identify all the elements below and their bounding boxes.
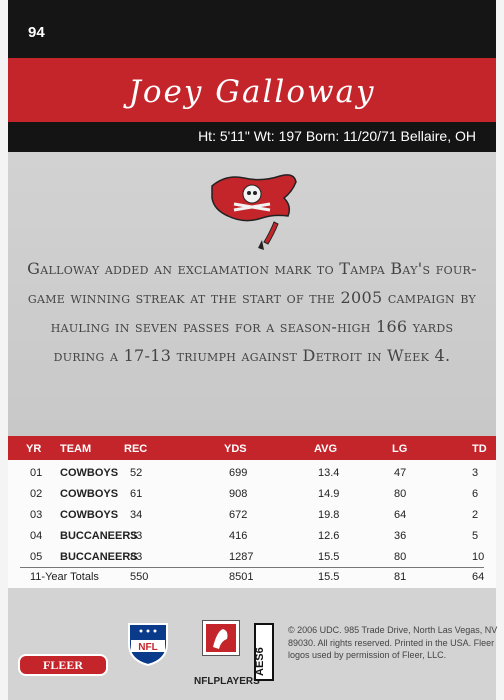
row-1-team: COWBOYS [60,467,119,479]
row-4-yr: 04 [30,530,43,542]
row-3-team: COWBOYS [60,509,119,521]
name-band [8,58,496,122]
row-2-lg: 80 [394,488,407,500]
nflplayers-figure-icon [206,624,236,652]
top-band [8,0,496,58]
row-2-td: 6 [472,488,479,500]
card-border-right [496,0,504,700]
row-5-yr: 05 [30,551,43,563]
row-3-yds: 672 [229,509,248,521]
row-4-lg: 36 [394,530,407,542]
row-2-yds: 908 [229,488,248,500]
row-4-yds: 416 [229,530,248,542]
totals-rec: 550 [130,571,149,583]
row-3-avg: 19.8 [318,509,340,521]
row-4-avg: 12.6 [318,530,340,542]
buccaneers-flag-logo-icon [211,174,297,250]
aes-code-text: AES6 [254,647,266,676]
row-2-avg: 14.9 [318,488,340,500]
aes-code-box [254,623,274,681]
bio-strip [8,122,496,152]
totals-td: 64 [472,571,485,583]
row-1-yr: 01 [30,467,43,479]
totals-divider [20,567,484,568]
header-lg: LG [392,443,408,455]
row-3-rec: 34 [130,509,143,521]
row-3-lg: 64 [394,509,407,521]
row-2-team: COWBOYS [60,488,119,500]
row-5-lg: 80 [394,551,407,563]
row-5-yds: 1287 [229,551,254,563]
row-3-td: 2 [472,509,479,521]
blurb-text: Galloway added an exclamation mark to Ta… [27,259,477,365]
header-yr: YR [26,443,42,455]
legal-text: © 2006 UDC. 985 Trade Drive, North Las V… [288,625,498,660]
row-4-rec: 33 [130,530,143,542]
header-rec: REC [124,443,148,455]
card-border-left [0,0,8,700]
totals-lg: 81 [394,571,407,583]
footer-panel [8,588,496,700]
row-4-td: 5 [472,530,479,542]
row-1-td: 3 [472,467,479,479]
player-name: Joey Galloway [128,74,376,110]
header-yds: YDS [224,443,247,455]
stats-table [8,436,496,588]
header-avg: AVG [314,443,338,455]
nflplayers-label: NFLPLAYERS [194,676,260,687]
card-number: 94 [28,24,45,41]
row-1-yds: 699 [229,467,248,479]
totals-yds: 8501 [229,571,254,583]
totals-avg: 15.5 [318,571,340,583]
nfl-shield-icon: NFL [128,623,168,666]
row-3-yr: 03 [30,509,43,521]
fleer-logo: FLEER [18,654,108,676]
row-1-rec: 52 [130,467,143,479]
row-5-rec: 83 [130,551,143,563]
nfl-shield-text: NFL [138,642,157,653]
nflplayers-logo-icon [202,620,240,656]
row-1-lg: 47 [394,467,407,479]
header-team: TEAM [60,443,92,455]
totals-label: 11-Year Totals [30,571,99,583]
row-2-yr: 02 [30,488,43,500]
row-2-rec: 61 [130,488,143,500]
row-1-avg: 13.4 [318,467,340,479]
header-td: TD [472,443,487,455]
row-5-avg: 15.5 [318,551,340,563]
bio-text: Ht: 5'11" Wt: 197 Born: 11/20/71 Bellair… [198,128,476,144]
row-5-team: BUCCANEERS [60,551,138,563]
stats-header-row [8,436,496,460]
row-4-team: BUCCANEERS [60,530,138,542]
row-5-td: 10 [472,551,485,563]
